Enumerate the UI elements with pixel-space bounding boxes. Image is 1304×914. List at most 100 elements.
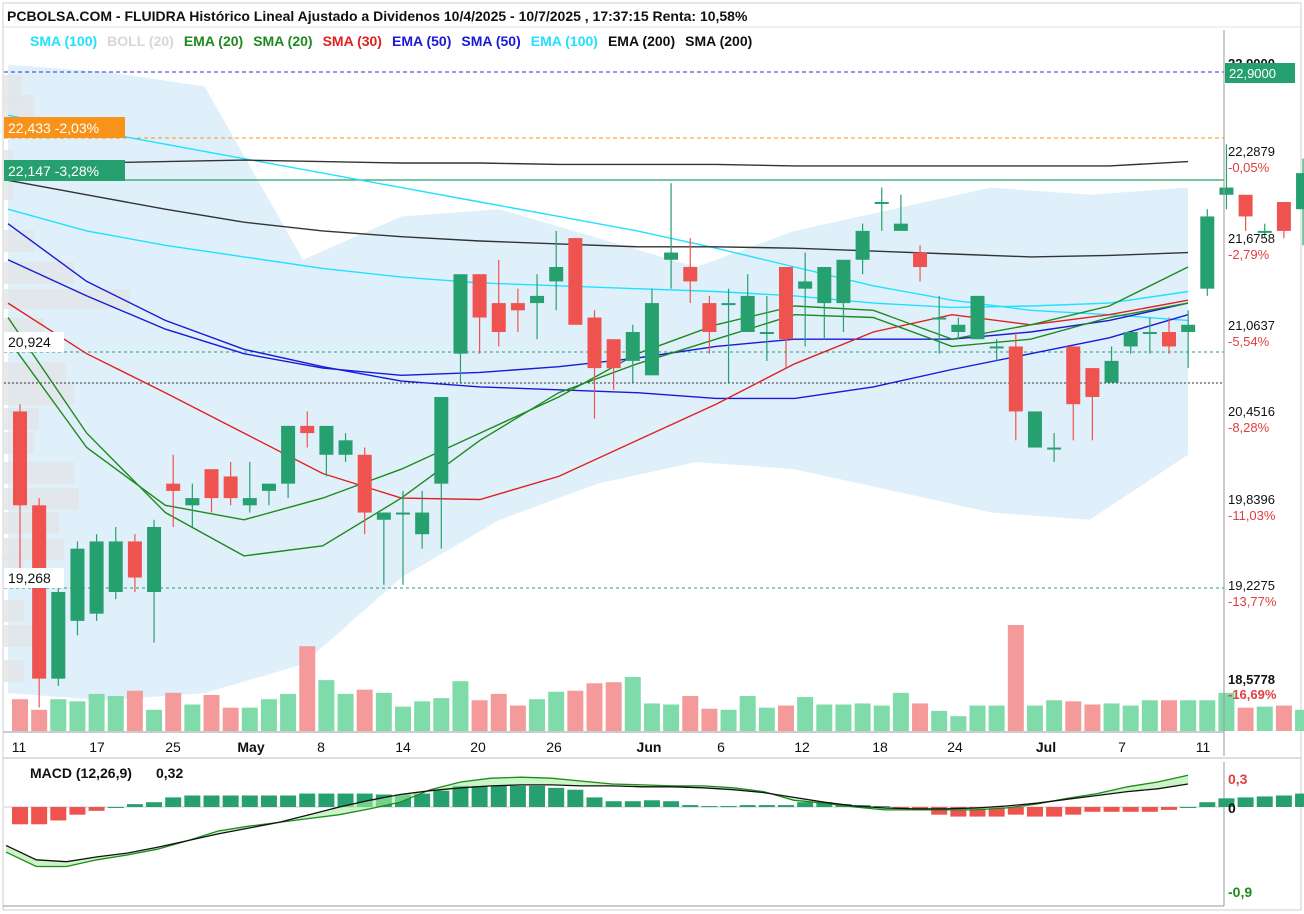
volume-bar <box>1180 700 1197 731</box>
macd-hist-bar <box>1103 807 1120 812</box>
volume-bar <box>758 707 775 731</box>
volume-bar <box>1295 709 1304 731</box>
macd-hist-bar <box>1218 798 1235 807</box>
date-label-17: 17 <box>89 739 105 755</box>
candle-body <box>702 303 717 332</box>
volume-bar <box>567 690 584 731</box>
candle-body <box>204 469 219 499</box>
level-tag-1-text: 22,433 -2,03% <box>8 120 99 136</box>
volume-bar <box>682 696 699 731</box>
macd-hist-bar <box>701 806 718 808</box>
macd-hist-bar <box>1199 802 1216 807</box>
volume-bar <box>1237 707 1254 731</box>
macd-hist-bar <box>1026 807 1043 817</box>
candle-body <box>127 541 142 578</box>
candle-body <box>817 266 832 304</box>
candle-body <box>1104 360 1119 383</box>
legend-item-2: EMA (20) <box>184 33 243 49</box>
sma100-line <box>7 114 1189 322</box>
volume-bar <box>337 693 354 731</box>
macd-hist-bar <box>720 806 737 808</box>
candle-body <box>1238 194 1253 217</box>
candle-body <box>932 317 947 320</box>
macd-hist-bar <box>643 800 660 807</box>
date-label-12: 12 <box>794 739 810 755</box>
date-label-14: 14 <box>395 739 411 755</box>
macd-hist-bar <box>548 787 565 807</box>
macd-hist-bar <box>241 795 258 807</box>
macd-hist-bar <box>797 802 814 807</box>
macd-hist-bar <box>969 807 986 817</box>
macd-hist-bar <box>1256 796 1273 807</box>
macd-hist-bar <box>682 805 699 807</box>
macd-hist-bar <box>950 807 967 817</box>
volume-bar <box>969 705 986 731</box>
macd-hist-bar <box>88 807 105 811</box>
macd-hist-bar <box>1046 807 1063 817</box>
price-tick-1-pct: -2,79% <box>1228 247 1270 262</box>
price-tick-2-pct: -5,54% <box>1228 334 1270 349</box>
level-tag-2: 22,147 -3,28% <box>4 160 125 181</box>
volume-bar <box>414 701 431 731</box>
level-tag-3: 20,924 <box>4 332 64 352</box>
legend-item-0: SMA (100) <box>30 33 97 49</box>
volume-bar <box>260 699 277 731</box>
macd-hist-bar <box>490 785 507 807</box>
price-tick-4-value: 19,8396 <box>1228 492 1275 507</box>
ema20-line <box>7 266 1189 521</box>
ema100-line <box>7 208 1189 309</box>
candle-body <box>376 512 391 520</box>
volume-bar <box>931 710 948 731</box>
candle-body <box>147 526 162 592</box>
candle-body <box>1219 187 1234 195</box>
candle-body <box>644 303 659 376</box>
volume-profile-bar <box>4 600 24 622</box>
volume-bar <box>375 692 392 731</box>
volume-profile <box>4 75 130 682</box>
macd-hist-bar <box>452 785 469 807</box>
sma30-line <box>7 299 1189 501</box>
macd-axis-top: 0,3 <box>1228 771 1248 787</box>
price-tick-0-pct: -0,05% <box>1228 160 1270 175</box>
macd-hist-bar <box>165 797 182 807</box>
macd-hist-bar <box>1141 807 1158 812</box>
volume-bar <box>548 691 565 731</box>
date-label-May: May <box>237 739 264 755</box>
volume-bar <box>1007 625 1024 731</box>
volume-bar <box>1256 706 1273 731</box>
macd-signal-line <box>5 783 1189 863</box>
macd-hist-bar <box>222 795 239 807</box>
price-tick-6: 18,5778 -16,69% <box>1228 672 1277 702</box>
macd-hist-bar <box>567 789 584 807</box>
candle-body <box>530 295 545 304</box>
volume-bar <box>643 703 660 731</box>
volume-bar <box>663 704 680 731</box>
volume-bar <box>280 693 297 731</box>
legend-item-5: EMA (50) <box>392 33 451 49</box>
candle-body <box>185 498 200 506</box>
candle-body <box>70 548 85 621</box>
legend-item-1: BOLL (20) <box>107 33 174 49</box>
macd-fill <box>6 775 1188 867</box>
volume-bar <box>471 700 488 731</box>
legend-item-9: SMA (200) <box>685 33 752 49</box>
macd-axis-zero: 0 <box>1228 800 1236 816</box>
volume-bar <box>1161 700 1177 731</box>
legend-item-3: SMA (20) <box>253 33 312 49</box>
candle-body <box>51 591 66 679</box>
candle-body <box>1162 331 1176 347</box>
candle-body <box>223 476 238 499</box>
volume-bar <box>624 676 641 731</box>
candle-body <box>472 274 487 318</box>
macd-hist-bar <box>758 805 775 807</box>
macd-hist-bar <box>1084 807 1101 812</box>
price-tick-3-pct: -8,28% <box>1228 420 1270 435</box>
volume-bar <box>720 709 737 731</box>
macd-hist-bar <box>203 795 220 807</box>
macd-hist-bar <box>988 807 1005 817</box>
candle-body <box>893 223 908 231</box>
candle-body <box>970 295 985 340</box>
candle-body <box>664 252 679 260</box>
